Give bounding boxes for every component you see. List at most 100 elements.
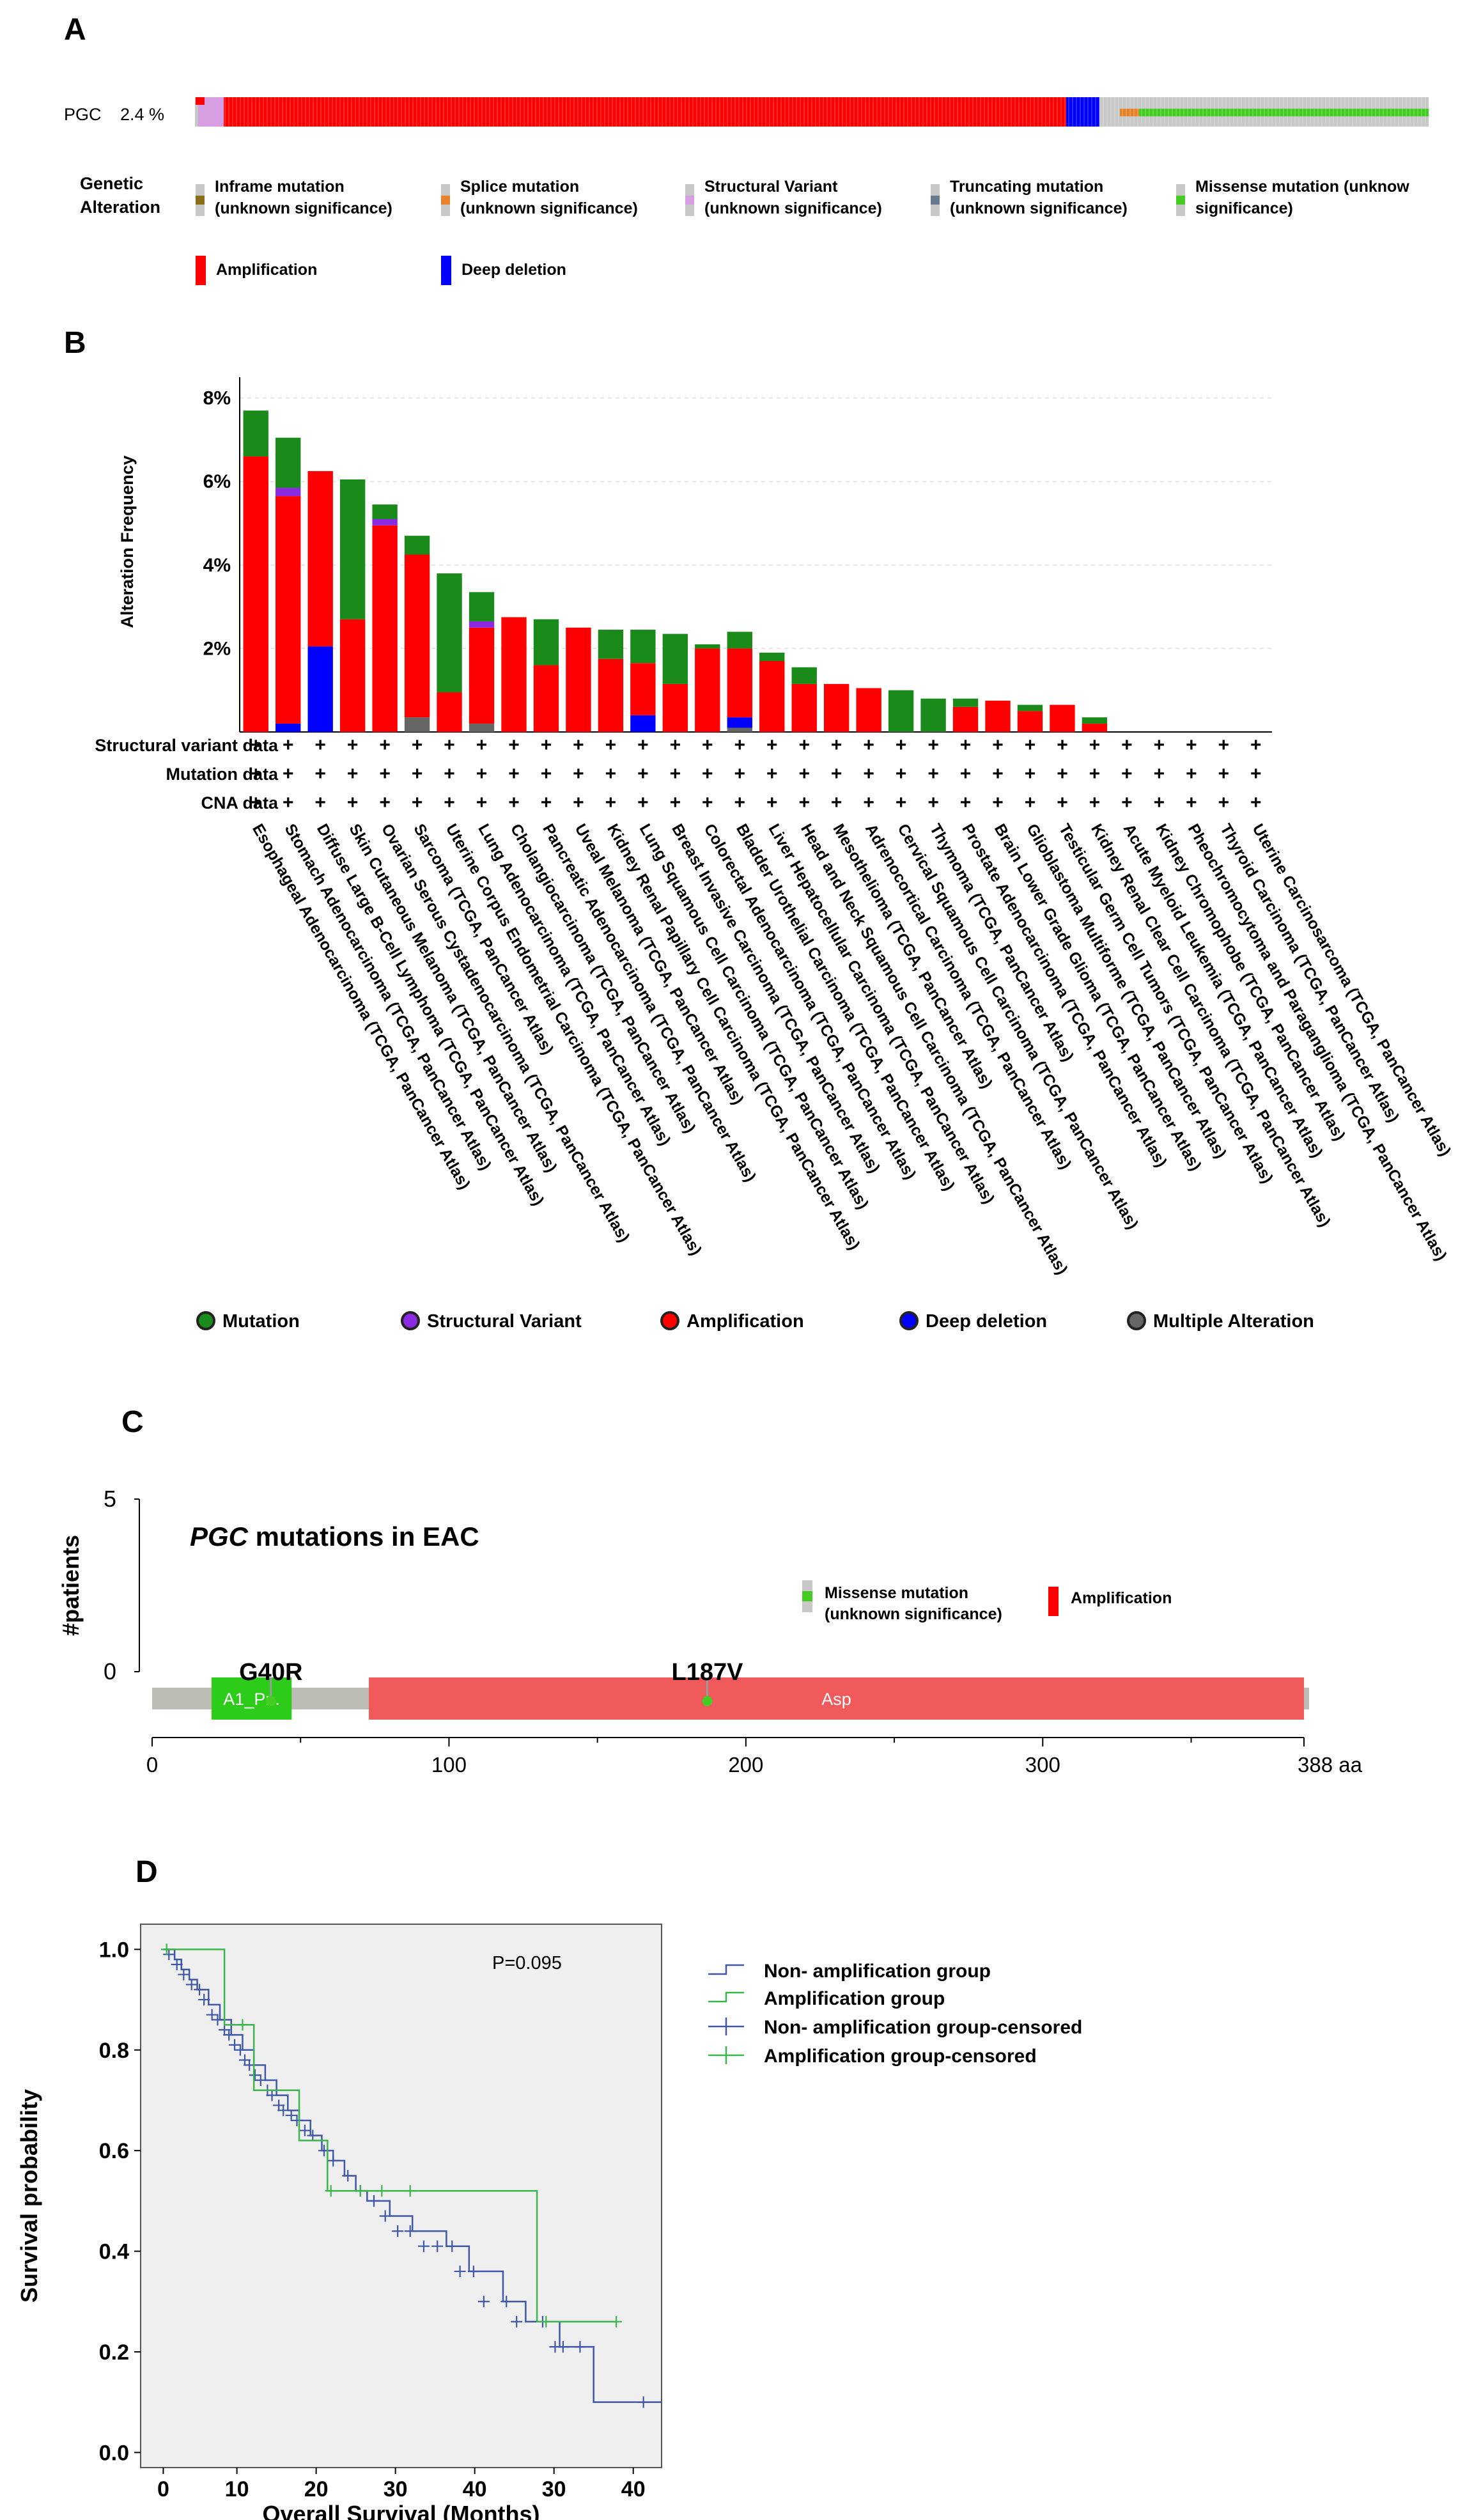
censor-mark-amplification-group [540,2315,552,2328]
legend-line-amplification-group-censored [708,2046,744,2064]
censor-mark-non-amplification-group [307,2129,319,2142]
y-tick-label: 1.0 [99,1938,129,1962]
censor-mark-non-amplification-group [206,2009,218,2021]
bar-amplification-11 [566,627,591,732]
censor-mark-non-amplification-group [171,1958,183,1970]
legend-label2-splice-mutation: (unknown significance) [460,199,638,217]
data-available-marker-2-3: + [314,763,326,784]
bar-mutation-14 [662,634,688,684]
data-available-marker-1-9: + [508,735,520,756]
legend-dot-amplification [660,1311,679,1330]
x-axis-title: Overall Survival (Months) [262,2501,539,2520]
data-available-marker-3-16: + [734,792,746,813]
y-tick-label: 0.2 [99,2340,129,2365]
censor-mark-amplification-group [237,2019,249,2031]
bar-amplification-6 [404,554,430,718]
bar-mutation-1 [243,410,268,457]
bar-amplification-25 [1017,711,1043,732]
data-available-marker-1-6: + [412,735,423,756]
bar-amplification-15 [695,648,720,732]
data-available-marker-1-15: + [702,735,713,756]
censor-mark-non-amplification-group [327,2154,339,2166]
data-available-marker-3-32: + [1250,792,1262,813]
bar-structural-variant-2 [275,488,301,497]
censor-mark-amplification-group [160,1943,173,1956]
x-tick-label: 300 [1025,1753,1060,1777]
censor-mark-non-amplification-group [229,2039,241,2051]
bar-amplification-8 [469,627,495,724]
bar-mutation-10 [533,619,559,665]
bar-structural-variant-8 [469,621,495,628]
panel-d-legend: Non- amplification group Amplification gr… [708,1961,1082,2067]
domain-asp [369,1677,1304,1720]
lollipop-head-l187v [702,1696,713,1706]
legend-swatch-deep-deletion [441,256,451,285]
data-available-marker-1-8: + [476,735,488,756]
bar-amplification-17 [759,661,785,732]
oncoprint-missense-block [1139,109,1429,116]
x-tick-label: 30 [542,2477,566,2501]
data-available-marker-1-2: + [283,735,294,756]
bar-amplification-13 [630,663,656,715]
data-available-marker-2-12: + [605,763,617,784]
data-available-marker-3-31: + [1218,792,1230,813]
censor-mark-non-amplification-group [574,2341,586,2353]
data-available-marker-2-10: + [541,763,552,784]
legend-dot-structural-variant [401,1311,420,1330]
y-tick-label: 0 [104,1658,116,1684]
data-available-marker-3-18: + [798,792,810,813]
data-available-marker-3-3: + [314,792,326,813]
data-available-marker-2-20: + [863,763,874,784]
legend-label-multiple-alteration: Multiple Alteration [1153,1311,1314,1332]
censor-mark-non-amplification-group [431,2240,444,2252]
legend-swatch-missense [802,1591,812,1601]
data-available-marker-2-1: + [250,763,261,784]
data-available-marker-3-19: + [831,792,842,813]
data-available-marker-3-21: + [896,792,907,813]
bar-structural-variant-5 [372,519,398,525]
p-value: P=0.095 [492,1953,562,1973]
y-axis-title: Survival probability [16,2089,42,2303]
censor-mark-non-amplification-group [446,2240,458,2252]
data-available-marker-2-2: + [283,763,294,784]
data-available-marker-2-18: + [798,763,810,784]
panel-b-legend: Mutation Structural Variant Amplification D… [196,1311,1314,1332]
data-available-marker-3-5: + [379,792,391,813]
data-available-marker-2-15: + [702,763,713,784]
domain-a1-pr [211,1677,292,1720]
mutation-label-l187v: L187V [672,1659,744,1686]
panel-a-letter: A [64,13,86,47]
oncoprint-track [195,97,1429,127]
lollipop-head-g40r [265,1696,276,1706]
censor-mark-non-amplification-group [467,2266,479,2278]
panel-d-letter: D [136,1855,158,1889]
legend-swatch-splice-mutation [441,196,450,205]
data-available-marker-1-21: + [896,735,907,756]
legend-line-non-amplification-group-censored [708,2018,744,2035]
legend-dot-multiple-alteration [1127,1311,1146,1330]
censor-mark-non-amplification-group [266,2089,278,2101]
data-available-marker-2-30: + [1186,763,1197,784]
data-available-marker-2-27: + [1089,763,1101,784]
legend-label-amplification: Amplification [1071,1589,1172,1607]
data-available-marker-2-28: + [1121,763,1133,784]
data-available-marker-1-25: + [1025,735,1036,756]
data-available-marker-1-23: + [960,735,972,756]
panel-b: B 2%4%6%8%Alteration Frequency+++Esophag… [64,326,1454,1332]
data-available-marker-2-32: + [1250,763,1262,784]
data-available-marker-3-8: + [476,792,488,813]
data-available-marker-2-6: + [412,763,423,784]
data-available-marker-1-7: + [444,735,455,756]
panel-a-legend: Inframe mutation (unknown significance) Sp… [196,178,1409,285]
legend-label-structural-variant: Structural Variant [427,1311,582,1332]
censor-mark-non-amplification-group [185,1979,198,1991]
panel-c-legend: Missense mutation (unknown significance) A… [802,1580,1172,1623]
censor-mark-non-amplification-group [277,2104,290,2117]
panel-c-letter: C [121,1405,144,1439]
gene-percent: 2.4 % [120,105,164,124]
bar-amplification-23 [952,706,979,732]
y-tick-label: 0.8 [99,2039,129,2063]
data-available-marker-2-14: + [670,763,681,784]
legend-label-non-amplification-group: Non- amplification group [764,1961,991,1982]
